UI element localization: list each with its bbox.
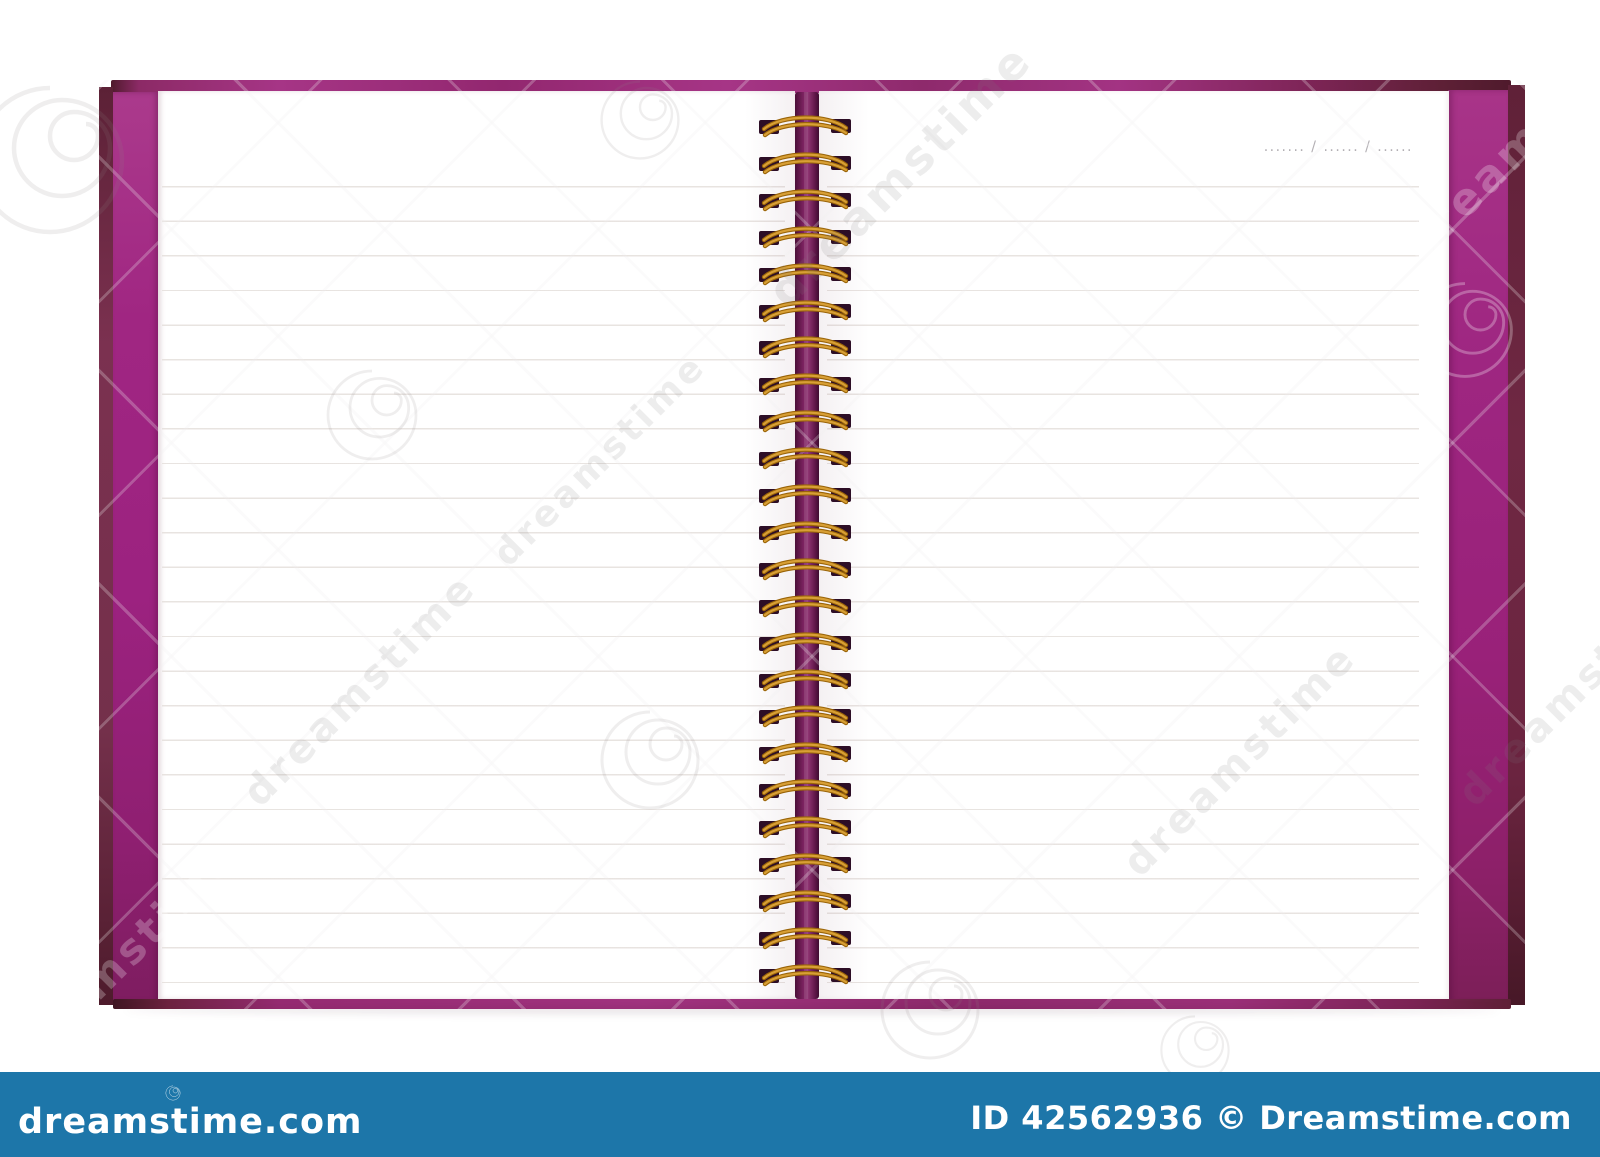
spiral-ring: [758, 663, 852, 693]
spiral-rings: [758, 80, 852, 1009]
spiral-ring: [758, 441, 852, 471]
page-ruled-lines: [827, 186, 1419, 983]
spiral-ring: [758, 109, 852, 139]
spiral-ring: [758, 921, 852, 951]
logo-text: dreamstime.com: [18, 1101, 363, 1142]
spiral-ring: [758, 699, 852, 729]
spiral-ring: [758, 183, 852, 213]
spiral-ring: [758, 257, 852, 287]
notebook-spine-strip: [795, 92, 819, 999]
spiral-ring: [758, 736, 852, 766]
notebook-page-right: ....... / ...... / ......: [819, 91, 1449, 999]
spiral-ring: [758, 810, 852, 840]
spiral-ring: [758, 367, 852, 397]
spiral-ring: [758, 626, 852, 656]
spiral-ring: [758, 552, 852, 582]
notebook-cover-left-dark-edge: [99, 87, 113, 1005]
spiral-ring: [758, 515, 852, 545]
spiral-ring: [758, 884, 852, 914]
notebook: ....... / ...... / ......: [99, 80, 1525, 1009]
credit-bar: dreamstime.com ID 42562936 © Dreamstime.…: [0, 1072, 1600, 1157]
notebook-cover-bottom-edge: [113, 999, 1511, 1009]
logo-spiral-icon: [165, 1085, 181, 1100]
date-field: ....... / ...... / ......: [1263, 139, 1413, 155]
spiral-ring: [758, 294, 852, 324]
spiral-ring: [758, 146, 852, 176]
spiral-ring: [758, 478, 852, 508]
notebook-cover-right-inner: [1448, 90, 1508, 1003]
page-ruled-lines: [162, 186, 785, 983]
spiral-ring: [758, 958, 852, 988]
notebook-cover-top-edge: [111, 80, 1511, 93]
notebook-cover-left-inner: [113, 92, 160, 1003]
spiral-ring: [758, 847, 852, 877]
dreamstime-logo: dreamstime.com: [18, 1085, 363, 1142]
spiral-ring: [758, 589, 852, 619]
notebook-page-left: [158, 91, 795, 999]
spiral-ring: [758, 330, 852, 360]
spiral-ring: [758, 220, 852, 250]
spiral-ring: [758, 773, 852, 803]
spiral-ring: [758, 404, 852, 434]
notebook-cover-right-dark-edge: [1508, 85, 1525, 1005]
image-id-credit: ID 42562936 © Dreamstime.com: [970, 1098, 1572, 1137]
